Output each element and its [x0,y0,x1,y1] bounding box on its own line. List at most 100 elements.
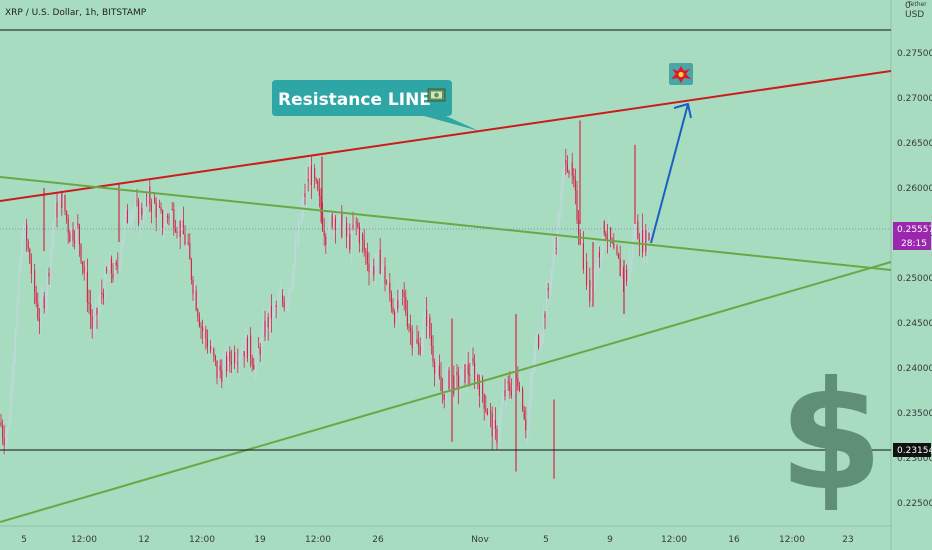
candle-body [205,329,207,339]
candle-body [323,229,325,237]
candle-body [173,209,175,229]
candle-body [254,361,256,370]
candle-body [648,233,650,241]
candle-body [450,378,452,389]
candle-body [11,380,13,390]
candle-body [366,252,368,264]
candle-body [224,355,226,364]
axis-currency-partial: Tether [907,1,927,8]
candle-body [424,310,426,322]
candle-body [229,351,231,362]
candle-body [381,267,383,274]
candle-body [16,299,18,333]
candle-body [459,382,461,390]
candle-body [581,243,583,245]
candle-body [542,313,544,336]
candle-body [274,304,276,306]
time-tick-label: 5 [21,535,27,545]
price-tick-label: 0.26000 [897,184,932,194]
candle-body [411,330,413,348]
candle-body [434,362,436,374]
candle-body [266,317,268,337]
candle-body [83,266,85,273]
time-tick-label: 23 [842,535,853,545]
price-axis[interactable]: 0.275000.270000.265000.260000.255000.250… [897,49,932,509]
candle-body [446,370,448,379]
candle-body [386,283,388,285]
candle-body [362,234,364,241]
candle-body [461,369,463,383]
candle-body [107,269,109,272]
candle-body [286,301,288,304]
candle-body [294,245,296,263]
axis-currency: USD [905,10,924,20]
candle-body [584,261,586,269]
candle-body [410,327,412,331]
candle-body [301,205,303,221]
candle-body [221,370,223,382]
descending-trend-line[interactable] [0,176,892,271]
ascending-trend-line[interactable] [0,261,892,523]
candle-body [474,362,476,382]
candle-body [86,271,88,303]
candle-body [226,355,228,372]
time-axis[interactable]: 5 12:00 12 12:00 19 12:00 26 Nov 5 9 12:00 16 12:00 2… [21,535,854,545]
candle-body [166,215,168,217]
candle-body [195,290,197,311]
candle-body [587,279,589,286]
candle-body [638,239,640,245]
candle-body [243,351,245,357]
candle-body [568,171,570,175]
candle-body [403,292,405,298]
candle-body [30,263,32,274]
candle-body [325,236,327,245]
candle-body [336,222,338,231]
candle-body [282,295,284,302]
candle-body [382,266,384,268]
candle-body [120,249,122,264]
candle-body [130,220,132,222]
candle-body [38,319,40,322]
candle-body [90,304,92,317]
candle-body [344,222,346,228]
candle-body [520,388,522,391]
candle-body [341,211,343,237]
candle-body [54,202,56,220]
candle-body [582,243,584,269]
candle-body [405,297,407,313]
candle-body [168,216,170,218]
candle-body [606,237,608,240]
candle-body [261,332,263,355]
candle-body [646,233,648,252]
candle-body [517,378,519,387]
candle-body [285,303,287,308]
candle-body [629,259,631,276]
candle-body [427,317,429,327]
projection-arrow[interactable] [650,103,692,244]
candle-body [330,214,332,216]
candle-body [358,226,360,244]
candle-body [440,376,442,392]
candle-body [501,402,503,413]
candle-body [574,179,576,191]
candle-body [430,335,432,346]
candle-body [114,262,116,279]
candle-body [504,390,506,397]
candle-body [194,290,196,294]
candle-body [307,179,309,181]
candle-body [3,437,5,446]
candle-body [509,383,511,392]
price-tick-label: 0.27000 [897,94,932,104]
candle-body [264,320,266,337]
resistance-callout[interactable]: Resistance LINE [272,80,479,131]
candle-body [613,242,615,248]
resistance-trend-line[interactable] [0,70,892,202]
candle-body [374,265,376,276]
candle-body [357,222,359,227]
candle-body [170,208,172,218]
candle-body [117,265,119,267]
candle-body [507,381,509,384]
candle-body [488,411,490,416]
